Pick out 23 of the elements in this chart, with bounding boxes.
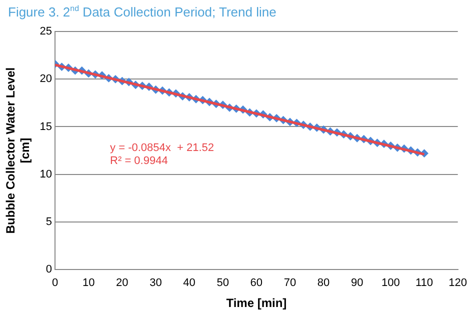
y-axis-title: Bubble Collector Water Level [cm] [4,67,32,234]
x-axis-title: Time [min] [226,296,287,310]
x-tick-label: 10 [82,277,95,290]
y-tick-label: 25 [40,26,52,38]
y-tick-label: 20 [40,73,52,86]
annotation: R² = 0.9944 [110,155,168,168]
x-tick-label: 90 [351,277,364,290]
annotation: y = -0.0854x + 21.52 [110,142,214,154]
x-tick-label: 70 [284,277,296,290]
x-tick-label: 20 [116,277,128,290]
y-tick-label: 5 [46,216,52,228]
x-tick-label: 50 [216,277,229,290]
y-tick-label: 10 [40,168,52,180]
x-tick-label: 80 [317,277,330,290]
x-tick-label: 40 [183,277,196,290]
x-tick-label: 100 [382,277,400,290]
x-tick-label: 110 [415,277,434,290]
x-tick-label: 60 [250,277,263,290]
chart-title: Figure 3. 2$^{nd}$ Data Collection Period; Trend line [8,4,276,20]
y-tick-label: 0 [46,263,52,276]
y-tick-label: 15 [40,120,52,133]
x-tick-label: 30 [150,277,162,290]
x-tick-label: 120 [448,277,468,290]
